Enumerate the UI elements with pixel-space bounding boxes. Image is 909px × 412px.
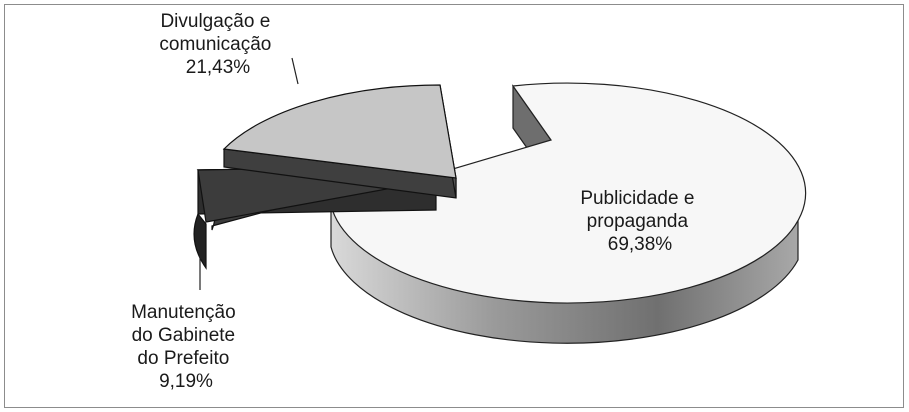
label-manutencao-line3: do Prefeito	[137, 348, 229, 369]
slice-publicidade-top	[330, 82, 807, 304]
label-divulgacao-value: 21,43%	[186, 57, 251, 78]
label-divulgacao: Divulgação e comunicação 21,43%	[159, 11, 276, 78]
label-publicidade-line1: Publicidade e	[580, 188, 694, 209]
slice-publicidade-propaganda	[330, 82, 807, 344]
leader-line-divulgacao	[291, 57, 299, 85]
slice-divulgacao-comunicacao	[222, 84, 457, 199]
label-publicidade-value: 69,38%	[608, 234, 673, 255]
slice-divulgacao-top	[222, 84, 457, 179]
label-divulgacao-line2: comunicação	[159, 34, 271, 55]
label-manutencao: Manutenção do Gabinete do Prefeito 9,19%	[131, 302, 241, 392]
label-divulgacao-line1: Divulgação e	[160, 11, 270, 32]
label-publicidade: Publicidade e propaganda 69,38%	[580, 188, 699, 255]
label-manutencao-line2: do Gabinete	[132, 325, 236, 346]
label-publicidade-line2: propaganda	[587, 211, 689, 232]
label-manutencao-value: 9,19%	[159, 371, 213, 392]
label-manutencao-line1: Manutenção	[131, 302, 236, 323]
